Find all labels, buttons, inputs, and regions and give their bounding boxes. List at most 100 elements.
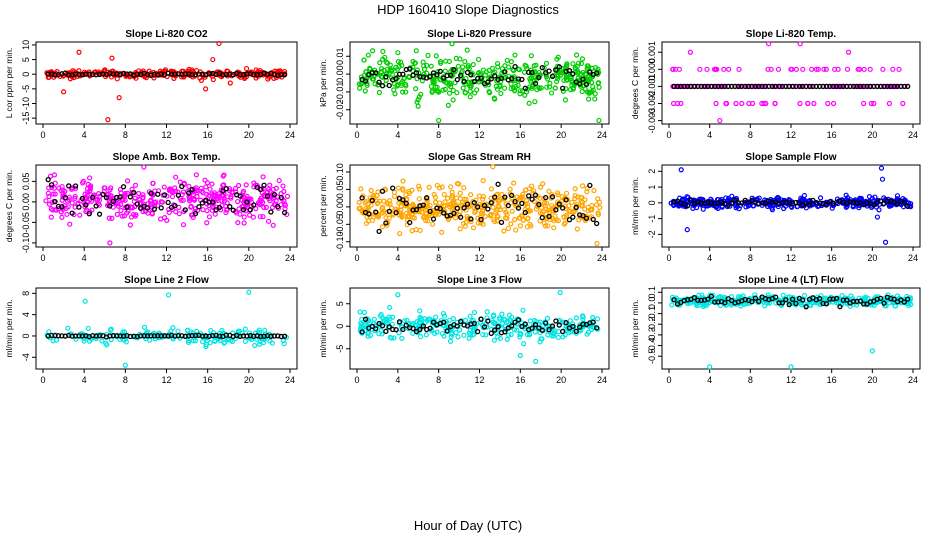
- data-point: [65, 325, 71, 331]
- panel-title: Slope Amb. Box Temp.: [113, 152, 221, 163]
- data-point: [733, 100, 739, 107]
- mean-point: [383, 74, 389, 80]
- mean-point: [151, 206, 158, 212]
- mean-point: [492, 327, 498, 333]
- data-point: [235, 219, 241, 226]
- mean-point: [492, 194, 498, 200]
- y-tick-label: 0.05: [335, 181, 345, 199]
- y-tick-label: -10: [21, 97, 31, 110]
- mean-point: [485, 206, 491, 212]
- mean-point: [413, 70, 420, 76]
- data-point: [867, 66, 873, 72]
- data-point: [409, 228, 415, 234]
- data-point: [511, 180, 517, 186]
- data-point: [821, 66, 827, 72]
- data-point: [554, 78, 560, 85]
- x-tick-label: 4: [395, 253, 400, 263]
- data-point: [439, 229, 445, 235]
- data-point: [403, 83, 409, 89]
- plot-frame: [661, 41, 921, 125]
- data-point: [240, 204, 246, 210]
- data-point: [432, 330, 438, 337]
- data-point: [532, 99, 538, 105]
- data-point: [398, 210, 404, 216]
- data-point: [394, 66, 401, 72]
- data-point: [426, 184, 432, 190]
- mean-point: [186, 190, 192, 196]
- data-point: [398, 59, 404, 65]
- x-tick-label: 0: [40, 375, 45, 385]
- data-point: [395, 58, 401, 65]
- data-point: [564, 61, 570, 67]
- data-point: [394, 82, 400, 89]
- data-point: [772, 100, 778, 107]
- data-point: [745, 300, 751, 307]
- data-point: [203, 184, 209, 190]
- mean-point: [543, 320, 549, 326]
- data-point: [387, 62, 393, 68]
- data-point: [585, 77, 591, 83]
- panel-title: Slope Gas Stream RH: [428, 152, 531, 163]
- outlier-point: [107, 240, 113, 246]
- outlier-point: [874, 214, 881, 220]
- data-point: [60, 187, 66, 193]
- data-point: [214, 195, 220, 201]
- data-point: [575, 60, 582, 66]
- data-point: [563, 86, 569, 92]
- data-point: [149, 211, 155, 217]
- data-point: [280, 183, 286, 189]
- data-point: [578, 71, 584, 77]
- data-point: [506, 332, 512, 338]
- data-point: [67, 221, 73, 227]
- data-point: [403, 89, 409, 95]
- mean-point: [708, 293, 714, 299]
- data-point: [140, 192, 146, 198]
- mean-point: [553, 67, 559, 73]
- mean-point: [752, 295, 758, 301]
- data-point: [467, 88, 473, 94]
- panel-title: Slope Line 4 (LT) Flow: [738, 275, 844, 286]
- mean-point: [165, 199, 171, 206]
- data-point: [173, 174, 179, 180]
- y-tick-label: 2: [647, 169, 657, 174]
- x-tick-label: 12: [161, 253, 171, 263]
- mean-point: [158, 205, 164, 211]
- x-tick-label: 0: [354, 130, 359, 140]
- data-point: [512, 217, 518, 223]
- data-point: [401, 318, 408, 324]
- data-point: [178, 197, 184, 203]
- data-point: [389, 321, 395, 327]
- x-tick-label: 0: [40, 253, 45, 263]
- y-tick-label: 1: [647, 185, 657, 190]
- data-point: [270, 186, 276, 193]
- plot-frame: [35, 41, 298, 125]
- data-point: [199, 188, 205, 194]
- outlier-point: [557, 289, 563, 296]
- data-point: [104, 202, 111, 209]
- data-point: [434, 182, 440, 189]
- data-point: [457, 327, 463, 333]
- data-point: [525, 203, 531, 210]
- data-point: [114, 211, 120, 217]
- mean-point: [844, 297, 850, 303]
- data-point: [516, 66, 523, 73]
- mean-point: [393, 75, 399, 82]
- data-point: [540, 209, 546, 215]
- data-point: [378, 311, 384, 318]
- mean-point: [199, 200, 206, 206]
- x-tick-label: 16: [827, 253, 837, 263]
- data-point: [585, 329, 592, 335]
- data-point: [50, 338, 56, 344]
- data-point: [254, 182, 260, 189]
- mean-point: [519, 200, 525, 207]
- data-point: [178, 74, 185, 80]
- data-point: [572, 186, 578, 192]
- data-point: [508, 317, 514, 324]
- mean-point: [560, 85, 566, 91]
- data-point: [590, 84, 596, 90]
- outlier-point: [788, 364, 794, 370]
- data-point: [232, 185, 239, 192]
- data-point: [429, 221, 436, 227]
- y-axis-label: ml/min per min.: [318, 299, 328, 357]
